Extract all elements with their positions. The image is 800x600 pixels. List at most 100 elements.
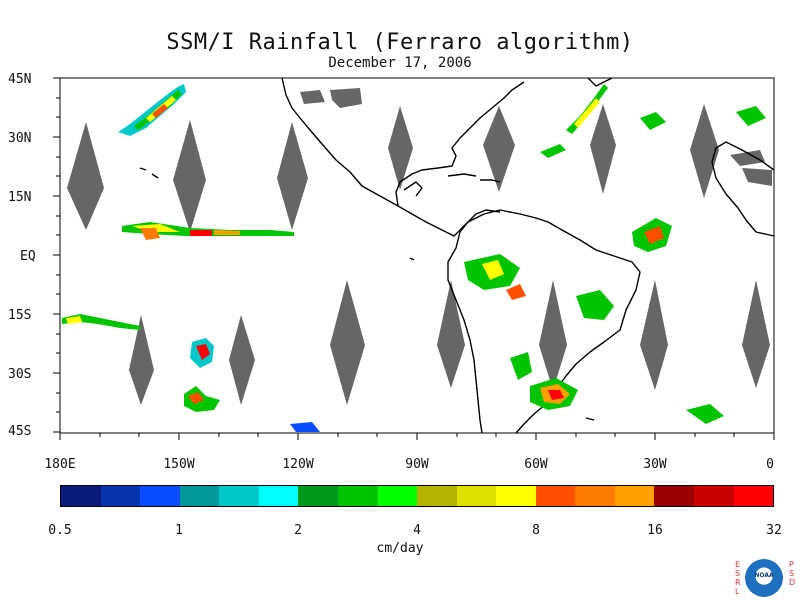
noaa-logo-text: NOAA bbox=[754, 572, 774, 579]
colorbar-segment bbox=[140, 486, 180, 506]
logo-letter: R bbox=[735, 578, 741, 587]
lat-label-45n: 45N bbox=[8, 72, 32, 87]
rainfall-band bbox=[686, 404, 724, 424]
rainfall-patches bbox=[62, 84, 766, 432]
lat-label-15n: 15N bbox=[8, 190, 32, 205]
logo-letter: E bbox=[735, 560, 741, 569]
land-mask bbox=[344, 95, 356, 104]
rainfall-band bbox=[196, 344, 210, 360]
rainfall-band bbox=[576, 290, 614, 320]
rainfall-band bbox=[122, 222, 294, 236]
colorbar-segment bbox=[496, 486, 536, 506]
rainfall-band bbox=[118, 84, 186, 136]
data-gap-swath bbox=[277, 122, 308, 230]
colorbar-tick-label: 0.5 bbox=[48, 523, 72, 538]
colorbar-segment bbox=[258, 486, 299, 506]
data-gap-swath bbox=[742, 280, 770, 388]
rainfall-band bbox=[644, 226, 664, 244]
rainfall-band bbox=[640, 112, 666, 130]
noaa-emblem bbox=[745, 559, 783, 597]
colorbar-segment bbox=[219, 486, 259, 506]
data-gap-swath bbox=[229, 315, 255, 405]
rainfall-band bbox=[188, 392, 204, 404]
logo-letter: S bbox=[735, 569, 741, 578]
rainfall-band bbox=[152, 104, 168, 118]
lat-label-eq: EQ bbox=[20, 249, 36, 264]
rainfall-band bbox=[548, 390, 564, 400]
colorbar-segment bbox=[733, 486, 774, 506]
rainfall-band bbox=[66, 316, 82, 324]
lat-label-30n: 30N bbox=[8, 131, 32, 146]
logo-letter: L bbox=[735, 587, 740, 596]
colorbar-segment bbox=[417, 486, 457, 506]
data-gap-swath bbox=[330, 280, 365, 405]
colorbar-tick-label: 2 bbox=[294, 523, 302, 538]
rainfall-band bbox=[214, 230, 240, 235]
lon-label-60w: 60W bbox=[524, 457, 548, 472]
frame-ticks bbox=[53, 77, 775, 440]
colorbar-tick-label: 8 bbox=[532, 523, 540, 538]
colorbar-segment bbox=[100, 486, 141, 506]
map-frame bbox=[59, 77, 775, 434]
lon-label-120w: 120W bbox=[282, 457, 314, 472]
coastlines bbox=[139, 77, 775, 434]
rainfall-band bbox=[736, 106, 766, 126]
rainfall-band bbox=[510, 352, 532, 380]
rainfall-band bbox=[506, 284, 526, 300]
colorbar-units: cm/day bbox=[376, 541, 424, 556]
map-title: SSM/I Rainfall (Ferraro algorithm) bbox=[166, 30, 634, 55]
rainfall-band bbox=[482, 260, 504, 280]
data-gap-swath bbox=[129, 315, 154, 405]
lon-label-180e: 180E bbox=[44, 457, 76, 472]
colorbar-segment bbox=[694, 486, 734, 506]
logo-letter: P bbox=[789, 560, 794, 569]
data-gap-swath bbox=[640, 280, 668, 390]
rainfall-band bbox=[62, 314, 140, 330]
data-gap-swath bbox=[437, 280, 465, 388]
lat-label-30s: 30S bbox=[8, 367, 32, 382]
data-gap-swath bbox=[67, 122, 104, 230]
data-gap-swath bbox=[539, 280, 567, 390]
data-gap-swath bbox=[590, 104, 616, 194]
land-mask bbox=[300, 90, 325, 104]
rainfall-band bbox=[190, 230, 212, 236]
lat-label-45s: 45S bbox=[8, 424, 32, 439]
colorbar-segment bbox=[377, 486, 418, 506]
colorbar-segment bbox=[337, 486, 378, 506]
land-mask bbox=[742, 168, 772, 186]
data-gap-swath bbox=[388, 106, 413, 190]
colorbar-tick-label: 1 bbox=[175, 523, 183, 538]
rainfall-band bbox=[140, 228, 160, 240]
lon-label-30w: 30W bbox=[643, 457, 667, 472]
data-gap-swath bbox=[483, 106, 515, 192]
data-gap-swath bbox=[690, 104, 719, 198]
colorbar-segment bbox=[575, 486, 615, 506]
data-gap-swath bbox=[173, 120, 206, 232]
colorbar-tick-label: 16 bbox=[647, 523, 663, 538]
map-subtitle: December 17, 2006 bbox=[328, 55, 472, 71]
colorbar-segment bbox=[456, 486, 497, 506]
lon-label-150w: 150W bbox=[163, 457, 195, 472]
lon-label-0: 0 bbox=[766, 457, 774, 472]
logo-letter: D bbox=[789, 578, 796, 587]
colorbar-segment bbox=[298, 486, 338, 506]
colorbar-segment bbox=[535, 486, 576, 506]
data-gap-swaths bbox=[67, 88, 772, 405]
land-mask bbox=[730, 150, 765, 166]
colorbar bbox=[60, 485, 774, 507]
lat-label-15s: 15S bbox=[8, 308, 32, 323]
colorbar-tick-label: 32 bbox=[766, 523, 782, 538]
colorbar-segment bbox=[61, 486, 101, 506]
colorbar-segment bbox=[654, 486, 694, 506]
lon-label-90w: 90W bbox=[405, 457, 429, 472]
rainfall-band bbox=[540, 144, 566, 158]
colorbar-tick-label: 4 bbox=[413, 523, 421, 538]
colorbar-segment bbox=[614, 486, 655, 506]
rainfall-band bbox=[290, 422, 320, 432]
logo-letter: S bbox=[789, 569, 795, 578]
colorbar-segment bbox=[179, 486, 220, 506]
